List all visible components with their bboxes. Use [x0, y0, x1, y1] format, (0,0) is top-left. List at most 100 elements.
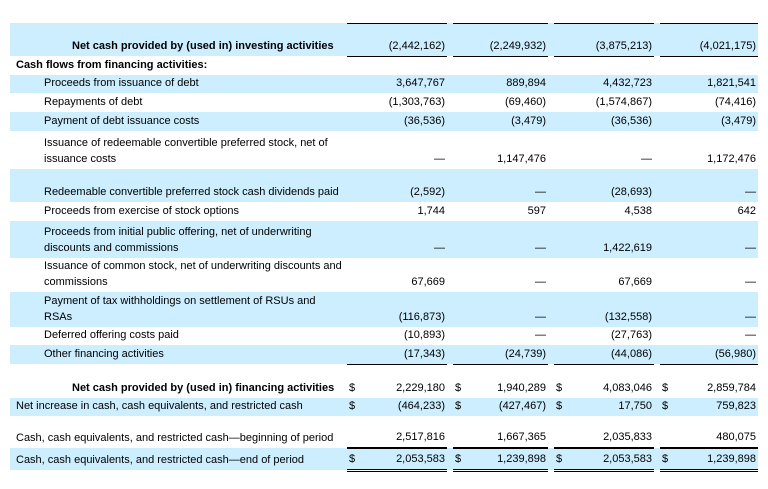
currency-symbol: [554, 56, 566, 75]
header-rule-row: [10, 19, 758, 24]
currency-symbol: [554, 327, 566, 345]
row-label: Redeemable convertible preferred stock c…: [10, 169, 347, 202]
table-row: Proceeds from issuance of debt 3,647,767 8…: [10, 75, 758, 93]
column-gap: [548, 221, 554, 258]
currency-symbol: [347, 327, 359, 345]
value-cell-col2: (69,460): [505, 96, 546, 108]
value-cell-col1: —: [359, 221, 447, 258]
value-cell-col2: 1,147,476: [497, 153, 546, 165]
column-gap: [447, 23, 453, 56]
value-cell-col2: —: [465, 169, 548, 202]
row-label: Net cash provided by (used in) investing…: [10, 23, 347, 56]
currency-symbol: [453, 221, 465, 258]
column-gap: [654, 398, 660, 416]
value-cell-col3: 2,035,833: [566, 416, 654, 449]
currency-symbol: [347, 258, 359, 292]
currency-symbol: [453, 23, 465, 57]
row-label: Cash, cash equivalents, and restricted c…: [16, 432, 334, 444]
currency-symbol: [453, 292, 465, 327]
value-cell-col4: (3,479): [672, 112, 758, 131]
value-cell-col2: [465, 56, 548, 75]
currency-symbol: [660, 258, 672, 292]
column-gap: [447, 398, 453, 416]
value-cell-col4: 759,823: [672, 398, 758, 416]
currency-symbol: [453, 112, 465, 131]
currency-symbol: [347, 292, 359, 327]
currency-symbol: [660, 345, 672, 365]
currency-symbol: [347, 112, 359, 131]
table-row: Other financing activities (17,343) (24,73…: [10, 345, 758, 365]
column-gap: [654, 75, 660, 93]
value-cell-col4: 1,239,898: [672, 448, 758, 472]
column-gap: [548, 345, 554, 364]
column-gap: [548, 292, 554, 327]
value-cell-col2: (24,739): [465, 345, 548, 365]
currency-symbol: [453, 169, 465, 202]
value-cell-col1: (1,303,763): [388, 96, 445, 108]
value-cell-col3: [566, 56, 654, 75]
value-cell-col4: (56,980): [672, 345, 758, 365]
value-cell-col2: —: [465, 292, 548, 327]
value-cell-col1: 1,744: [417, 205, 445, 217]
value-cell-col4: (74,416): [715, 96, 756, 108]
currency-symbol: [347, 23, 359, 57]
table-row: Cash flows from financing activities:: [10, 56, 758, 75]
value-cell-col3: (132,558): [566, 292, 654, 327]
value-cell-col1: 2,229,180: [396, 382, 445, 394]
column-gap: [654, 221, 660, 258]
value-cell-col1: (2,442,162): [359, 23, 447, 57]
currency-symbol: [347, 93, 359, 112]
value-cell-col3: (28,693): [566, 169, 654, 202]
value-cell-col2: 597: [527, 205, 546, 217]
column-gap: [447, 221, 453, 258]
value-cell-col3: (44,086): [566, 345, 654, 365]
table-row: Net increase in cash, cash equivalents, …: [10, 398, 758, 416]
table-row: Proceeds from exercise of stock options 1…: [10, 202, 758, 221]
column-gap: [447, 169, 453, 202]
value-cell-col2: (3,479): [465, 112, 548, 131]
column-gap: [548, 448, 554, 470]
column-gap: [548, 169, 554, 202]
row-label: Net cash provided by (used in) financing…: [72, 382, 335, 394]
currency-symbol: [347, 131, 359, 169]
value-cell-col2: (2,249,932): [465, 23, 548, 57]
currency-symbol: [554, 131, 566, 169]
value-cell-col3: (1,574,867): [595, 96, 652, 108]
column-gap: [654, 23, 660, 56]
currency-symbol: $: [347, 398, 359, 416]
row-label: Other financing activities: [10, 345, 347, 364]
value-cell-col1: [359, 56, 447, 75]
currency-symbol: $: [554, 398, 566, 416]
currency-symbol: [347, 202, 359, 221]
value-cell-col4: 1,821,541: [672, 75, 758, 93]
value-cell-col4: [672, 56, 758, 75]
value-cell-col4: 2,859,784: [707, 382, 756, 394]
currency-symbol: [660, 112, 672, 131]
value-cell-col2: 1,239,898: [465, 448, 548, 472]
value-cell-col3: 1,422,619: [566, 221, 654, 258]
row-label: Net increase in cash, cash equivalents, …: [10, 398, 347, 416]
currency-symbol: $: [660, 398, 672, 416]
currency-symbol: [660, 416, 672, 449]
currency-symbol: [660, 75, 672, 93]
value-cell-col2: 889,894: [465, 75, 548, 93]
value-cell-col3: (27,763): [611, 329, 652, 341]
value-cell-col4: (4,021,175): [672, 23, 758, 57]
table-row: Issuance of common stock, net of underwr…: [10, 258, 758, 292]
currency-symbol: [453, 327, 465, 345]
table-row: Redeemable convertible preferred stock c…: [10, 169, 758, 202]
currency-symbol: [453, 416, 465, 449]
currency-symbol: $: [347, 448, 359, 472]
currency-symbol: [453, 56, 465, 75]
currency-symbol: [347, 75, 359, 93]
currency-symbol: [660, 131, 672, 169]
value-cell-col2: (427,467): [465, 398, 548, 416]
table-row: Deferred offering costs paid (10,893) — (27…: [10, 327, 758, 345]
currency-symbol: [660, 23, 672, 57]
column-gap: [654, 112, 660, 131]
value-cell-col4: —: [672, 169, 758, 202]
currency-symbol: [554, 258, 566, 292]
row-label: Issuance of common stock, net of underwr…: [44, 260, 342, 288]
cash-flow-table: Net cash provided by (used in) investing…: [10, 19, 758, 472]
currency-symbol: $: [556, 382, 563, 394]
